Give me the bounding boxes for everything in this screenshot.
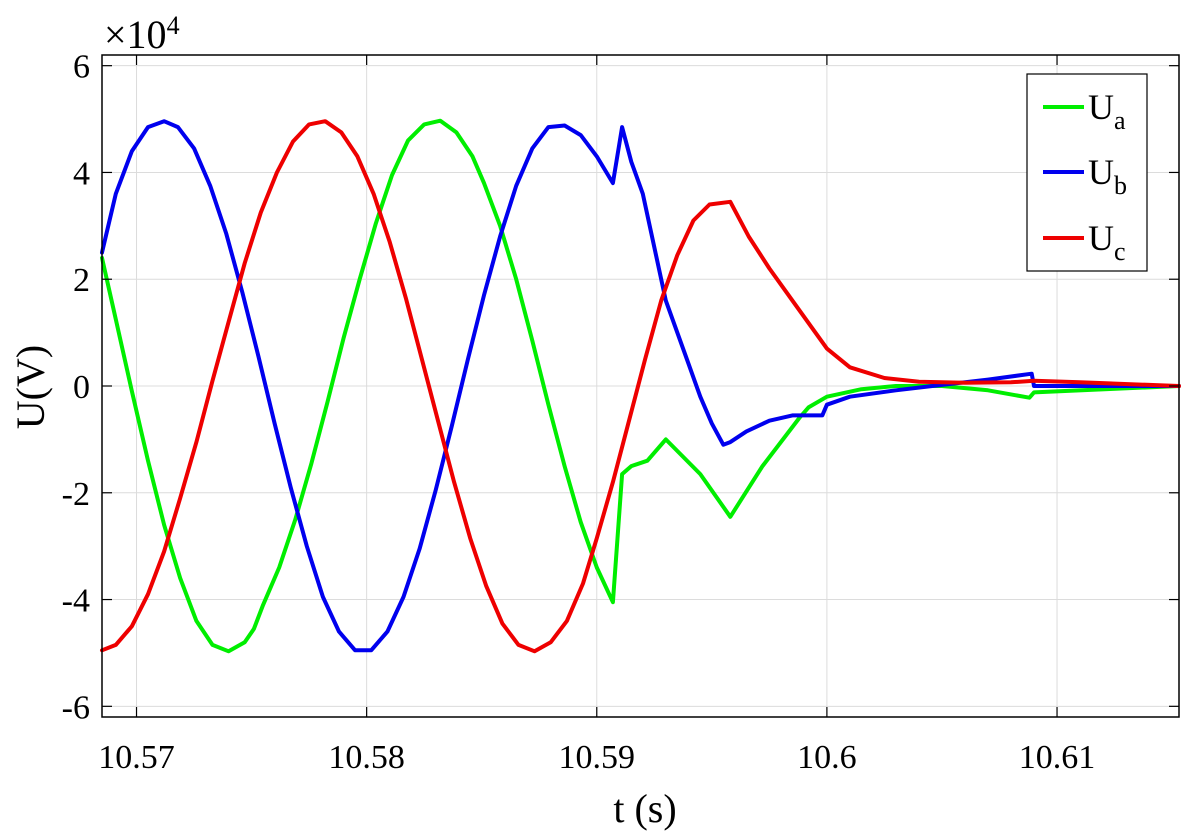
axis-ticks	[102, 55, 1179, 717]
y-exponent-label: ×104	[104, 11, 180, 57]
y-exponent-power: 4	[167, 11, 180, 40]
y-tick-label: 2	[73, 262, 90, 299]
x-tick-label: 10.61	[1019, 739, 1096, 776]
y-tick-label: -2	[62, 476, 90, 513]
grid-lines	[102, 55, 1179, 717]
y-tick-label: -6	[62, 689, 90, 726]
y-tick-label: 6	[73, 49, 90, 86]
legend-entry-ua: Ua	[1043, 87, 1126, 135]
series-lines	[100, 118, 1181, 654]
series-line-ua	[100, 118, 1181, 654]
legend-label-ua: Ua	[1088, 87, 1126, 135]
legend-entry-uc: Uc	[1043, 218, 1126, 266]
series-line-uc	[100, 119, 1181, 654]
legend-entry-ub: Ub	[1043, 152, 1127, 200]
y-tick-label: 4	[73, 155, 90, 192]
y-axis-title: U(V)	[8, 345, 53, 429]
x-tick-label: 10.57	[98, 739, 175, 776]
x-tick-label: 10.59	[559, 739, 636, 776]
legend-label-ub: Ub	[1088, 152, 1127, 200]
x-tick-label: 10.58	[328, 739, 405, 776]
x-axis-title: t (s)	[613, 786, 676, 831]
y-exponent-base: ×10	[104, 12, 167, 57]
y-tick-labels: -6 -4 -2 0 2 4 6	[62, 49, 90, 727]
y-tick-label: -4	[62, 583, 90, 620]
x-tick-labels: 10.57 10.58 10.59 10.6 10.61	[98, 739, 1095, 776]
x-tick-label: 10.6	[797, 739, 857, 776]
legend: Ua Ub Uc	[1026, 73, 1148, 272]
y-tick-label: 0	[73, 369, 90, 406]
legend-label-uc: Uc	[1088, 218, 1126, 266]
series-line-ub	[100, 119, 1181, 653]
